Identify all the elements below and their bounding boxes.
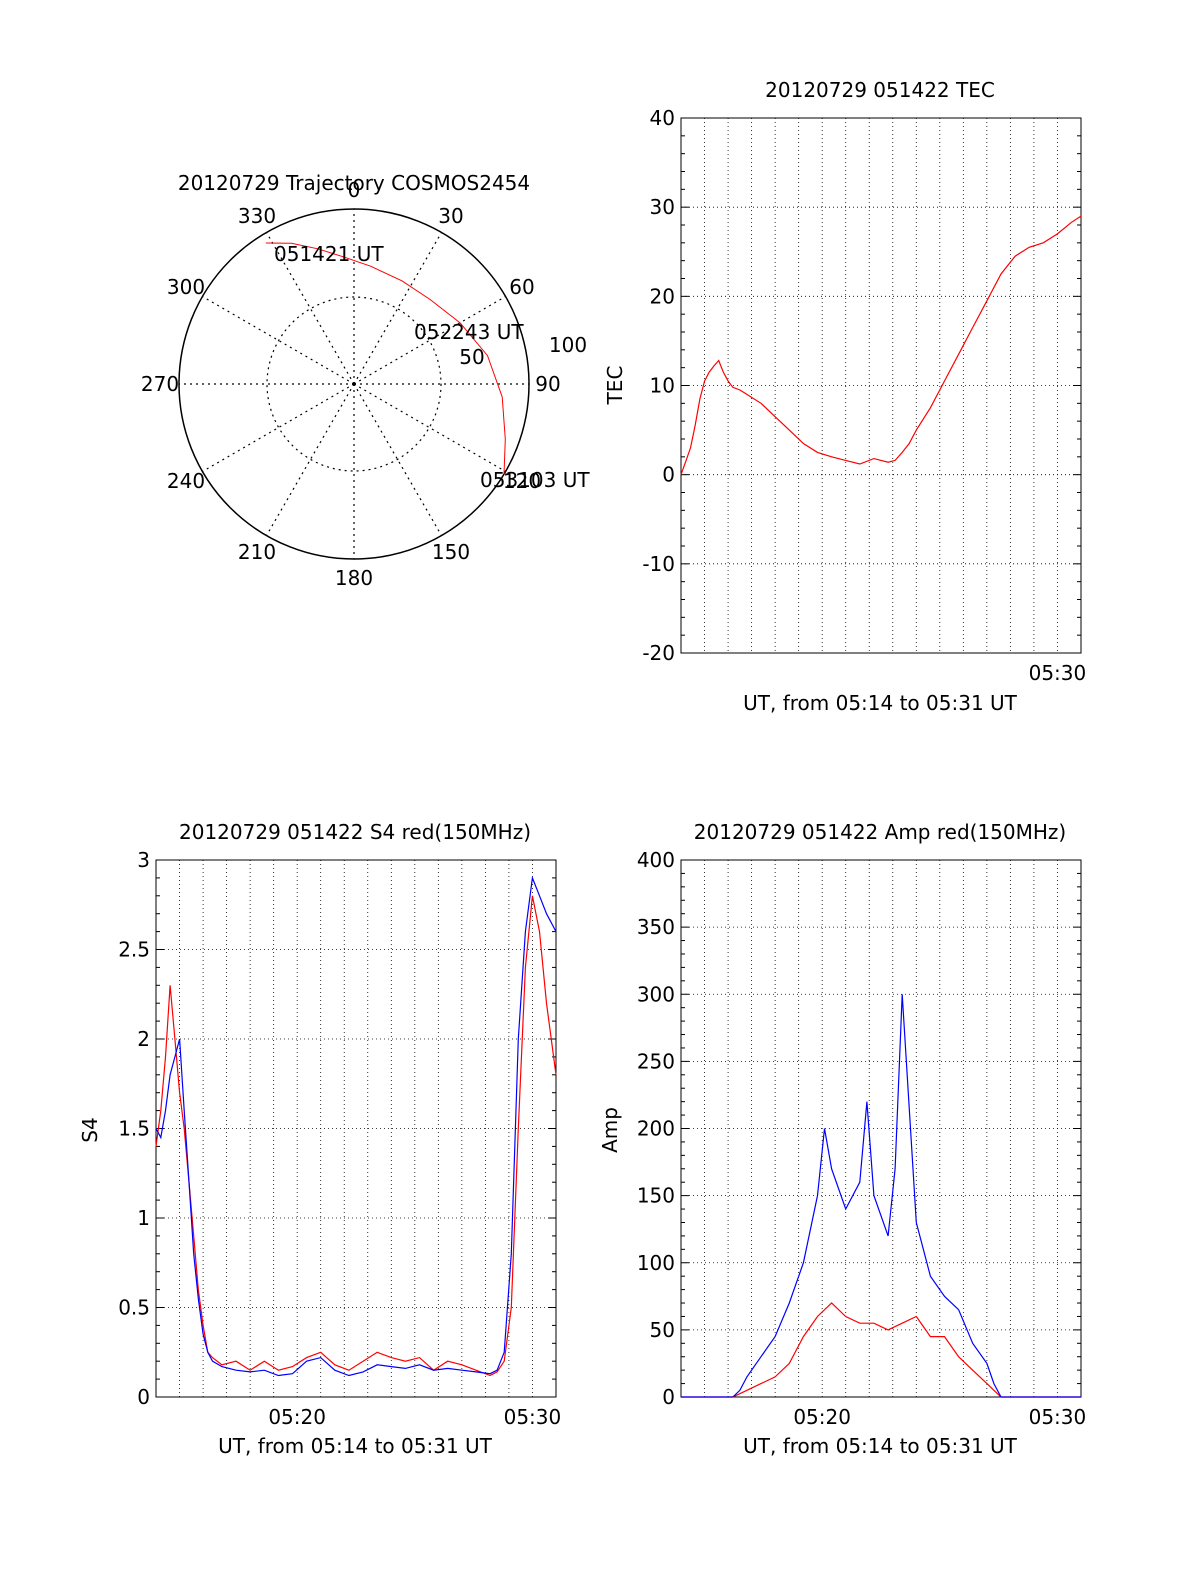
polar-spoke-150	[353, 383, 443, 536]
polar-spoke-120	[353, 383, 506, 473]
s4-ytick-label: 0	[137, 1385, 150, 1409]
tec-series	[680, 215, 1082, 475]
azimuth-label-30: 30	[438, 204, 463, 228]
s4-panel: 20120729 051422 S4 red(150MHz) 0 0.5 1 1.5 2…	[78, 820, 561, 1458]
s4-ytick-label: 0.5	[118, 1296, 150, 1320]
time-label-start: 051421 UT	[274, 242, 384, 266]
s4-series-blue	[155, 875, 557, 1377]
s4-ytick-label: 1	[137, 1206, 150, 1230]
tec-ytick-label: 0	[662, 463, 675, 487]
polar-spoke-240	[202, 383, 355, 473]
s4-ytick-label: 2.5	[118, 938, 150, 962]
trajectory-panel: 20120729 Trajectory COSMOS2454 0 30 60 90 12…	[141, 171, 590, 590]
azimuth-label-0: 0	[348, 178, 361, 202]
amp-panel: 20120729 051422 Amp red(150MHz) 0 50 100 15…	[598, 820, 1086, 1458]
polar-spoke-210	[265, 383, 355, 536]
azimuth-label-60: 60	[509, 275, 534, 299]
amp-ytick-label: 200	[637, 1117, 675, 1141]
tec-ytick-label: -10	[642, 552, 675, 576]
tec-ytick-label: 30	[650, 195, 675, 219]
amp-ytick-label: 50	[650, 1318, 675, 1342]
amp-xtick-label: 05:30	[1029, 1405, 1087, 1429]
trajectory-title: 20120729 Trajectory COSMOS2454	[178, 171, 530, 195]
amp-series-red	[681, 1302, 1081, 1398]
ring-label-100: 100	[549, 333, 587, 357]
amp-x-ticks: 05:20 05:30	[793, 1405, 1086, 1429]
polar-spoke-330	[265, 232, 355, 385]
azimuth-label-180: 180	[335, 566, 373, 590]
s4-title: 20120729 051422 S4 red(150MHz)	[179, 820, 531, 844]
tec-series-red	[680, 215, 1082, 475]
s4-grid	[155, 860, 557, 1397]
polar-spoke-30	[353, 232, 443, 385]
amp-ytick-label: 350	[637, 915, 675, 939]
tec-title: 20120729 051422 TEC	[765, 78, 995, 102]
tec-ylabel: TEC	[603, 366, 627, 406]
amp-ytick-label: 300	[637, 982, 675, 1006]
amp-xtick-label: 05:20	[793, 1405, 851, 1429]
azimuth-label-90: 90	[535, 372, 560, 396]
s4-ytick-label: 3	[137, 848, 150, 872]
polar-inner-circle	[266, 296, 442, 472]
time-label-mid: 052243 UT	[414, 320, 524, 344]
s4-x-ticks: 05:20 05:30	[268, 1405, 561, 1429]
trajectory-track	[265, 242, 506, 475]
polar-spoke-60	[353, 295, 506, 385]
tec-ytick-label: 10	[650, 374, 675, 398]
azimuth-label-210: 210	[238, 540, 276, 564]
azimuth-label-150: 150	[432, 540, 470, 564]
amp-series-blue	[681, 994, 1081, 1398]
polar-azimuth-labels: 0 30 60 90 120 150 180 210 240 270 300 330	[141, 178, 561, 590]
s4-y-ticks: 0 0.5 1 1.5 2 2.5 3	[118, 848, 556, 1409]
s4-xlabel: UT, from 05:14 to 05:31 UT	[218, 1434, 493, 1458]
s4-ylabel: S4	[78, 1117, 102, 1142]
s4-ytick-label: 1.5	[118, 1117, 150, 1141]
amp-ytick-label: 150	[637, 1184, 675, 1208]
azimuth-label-270: 270	[141, 372, 179, 396]
tec-x-ticks: 05:30	[1029, 661, 1087, 685]
amp-series	[681, 994, 1081, 1398]
tec-xlabel: UT, from 05:14 to 05:31 UT	[743, 691, 1018, 715]
polar-spokes	[179, 209, 529, 559]
s4-xtick-label: 05:20	[268, 1405, 326, 1429]
amp-y-ticks: 0 50 100 150 200 250 300 350 400	[637, 848, 1081, 1409]
amp-xlabel: UT, from 05:14 to 05:31 UT	[743, 1434, 1018, 1458]
azimuth-label-120: 120	[503, 469, 541, 493]
amp-ytick-label: 250	[637, 1049, 675, 1073]
s4-ytick-label: 2	[137, 1027, 150, 1051]
amp-ytick-label: 0	[662, 1385, 675, 1409]
tec-panel: 20120729 051422 TEC -20 -10 0 10 20 30 40 05:3…	[603, 78, 1086, 715]
azimuth-label-240: 240	[167, 469, 205, 493]
s4-xtick-label: 05:30	[504, 1405, 562, 1429]
amp-grid	[680, 860, 1082, 1397]
tec-y-ticks: -20 -10 0 10 20 30 40	[642, 106, 1081, 665]
amp-ytick-label: 100	[637, 1251, 675, 1275]
azimuth-label-300: 300	[167, 275, 205, 299]
amp-title: 20120729 051422 Amp red(150MHz)	[694, 820, 1066, 844]
tec-xtick-label: 05:30	[1029, 661, 1087, 685]
tec-ytick-label: 40	[650, 106, 675, 130]
azimuth-label-330: 330	[238, 204, 276, 228]
polar-spoke-300	[202, 295, 355, 385]
tec-grid	[680, 118, 1082, 653]
amp-ylabel: Amp	[598, 1107, 622, 1153]
ring-label-50: 50	[459, 345, 484, 369]
s4-series	[155, 875, 557, 1377]
tec-ytick-label: -20	[642, 641, 675, 665]
amp-ytick-label: 400	[637, 848, 675, 872]
s4-series-red	[155, 895, 557, 1377]
tec-ytick-label: 20	[650, 284, 675, 308]
time-label-end: 053103 UT	[480, 468, 590, 492]
